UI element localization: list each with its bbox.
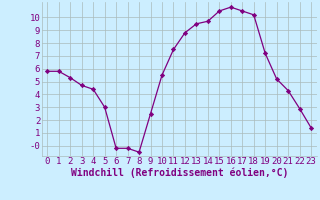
X-axis label: Windchill (Refroidissement éolien,°C): Windchill (Refroidissement éolien,°C) [70, 168, 288, 178]
